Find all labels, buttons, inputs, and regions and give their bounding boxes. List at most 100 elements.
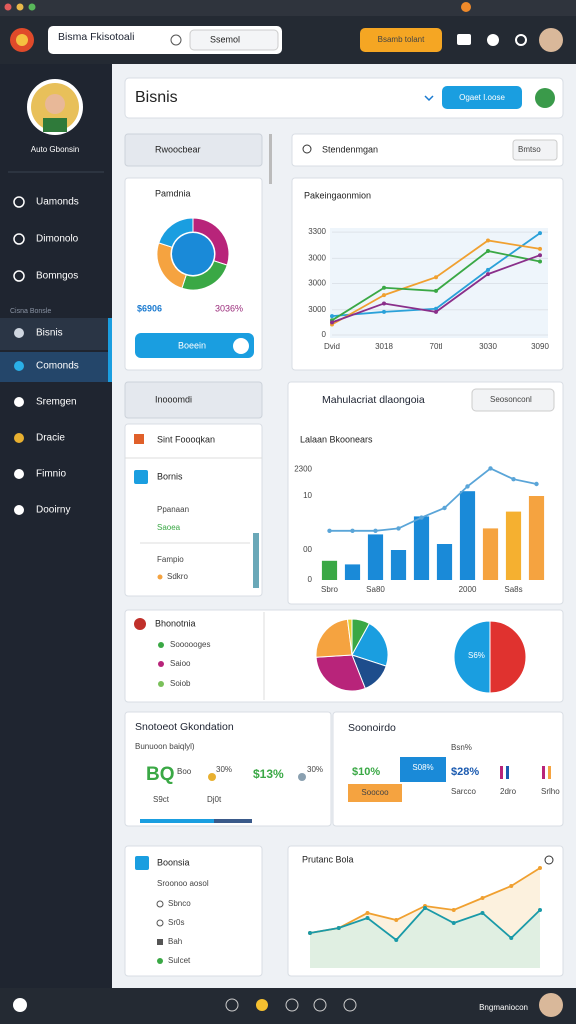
card-title: Bhonotnia [155,618,196,628]
icon[interactable] [457,34,471,45]
icon[interactable] [515,34,527,46]
trend-line [329,467,537,532]
legend-label: Soiob [170,679,191,688]
card[interactable] [124,381,263,419]
list-item: Bornis [157,471,183,481]
header-button[interactable] [442,86,522,109]
search-text: Ssemol [210,34,240,44]
y-tick-label: 3000 [308,305,326,314]
card-button[interactable] [135,333,254,358]
nav-item[interactable]: Uamonds [36,197,79,208]
card-title: Inooomdi [155,394,192,404]
y-tick-label: 2300 [294,465,312,474]
select[interactable] [512,139,558,161]
card-title: Sint Foooqkan [157,434,215,444]
pie-slice [192,217,230,266]
progress [140,819,252,823]
card-title: Mahulacriat dlaongoia [322,394,425,406]
sidebar [0,64,112,988]
chevron[interactable] [424,95,434,102]
avatar[interactable] [535,88,555,108]
point [534,481,539,487]
icon[interactable] [313,998,327,1012]
chart-subtitle: Lalaan Bkoonears [300,434,373,444]
point [486,238,490,243]
bar [436,544,453,580]
nav-item[interactable]: Bomngos [36,271,78,282]
nav-item[interactable]: Dimonolo [36,234,79,245]
card-title: Boonsia [157,857,190,867]
point [480,896,485,900]
point [486,267,490,272]
nav-icon [14,433,24,443]
stat: $10% [352,766,380,778]
stat: Bsn% [451,743,472,752]
bar [344,564,361,580]
avatar[interactable] [539,28,563,52]
nav-icon [14,361,24,371]
avatar[interactable] [539,993,563,1017]
big-stat: BQ [146,764,175,785]
icon[interactable] [343,998,357,1012]
x-tick-label: Sbro [321,585,338,594]
filter[interactable] [124,133,263,167]
window-dot[interactable] [16,3,24,11]
y-tick-label: 0 [322,330,327,339]
stat-box [400,757,446,782]
bullet [157,939,163,945]
pie-slice [346,618,353,656]
bar [459,491,476,580]
point [509,884,514,888]
avatar-face [45,94,65,114]
nav-icon [13,196,25,208]
mini-bar [506,766,509,779]
point [480,911,485,915]
refresh-icon[interactable] [170,34,182,46]
y-tick-label: 3000 [308,279,326,288]
bar [367,534,384,580]
nav-item[interactable]: Bisnis [36,328,63,339]
icon[interactable] [487,34,499,46]
list-item: Bah [168,937,182,946]
header-button-label: Ogaet I.oose [459,93,505,102]
search-box[interactable] [471,388,555,412]
nav-icon [14,328,24,338]
nav-item[interactable]: Dracie [36,433,65,444]
window-dot[interactable] [28,3,36,11]
nav-item[interactable]: Comonds [36,361,79,372]
statusbar [0,988,576,1024]
mini-bar [548,766,551,779]
point [365,911,370,915]
point [350,528,355,533]
icon[interactable] [256,999,268,1011]
donut-center [172,233,214,275]
search-card[interactable] [291,133,564,167]
pie-slice [453,620,491,694]
card-button-label: Boeein [178,340,206,350]
user-name: Auto Gbonsin [31,145,79,154]
legend-dot [158,661,164,667]
icon [135,856,149,870]
pie-slice [315,654,366,692]
icon[interactable] [285,998,299,1012]
x-tick-label: 70tl [430,342,443,351]
y-tick-label: 10 [303,491,312,500]
bar [390,550,407,580]
nav-item[interactable]: Fimnio [36,469,66,480]
point [434,306,438,311]
pie-label: S6% [468,651,485,660]
window-dot[interactable] [4,3,12,11]
nav-item[interactable]: Sremgen [36,397,77,408]
point [330,320,334,325]
action-button[interactable] [360,28,442,52]
icon[interactable] [13,998,27,1012]
point [434,275,438,280]
search-box[interactable] [189,29,279,51]
bullet [156,900,164,908]
nav-item[interactable]: Dooirny [36,505,70,516]
icon[interactable] [544,855,554,865]
point [330,314,334,319]
bullet [156,919,164,927]
icon[interactable] [225,998,239,1012]
